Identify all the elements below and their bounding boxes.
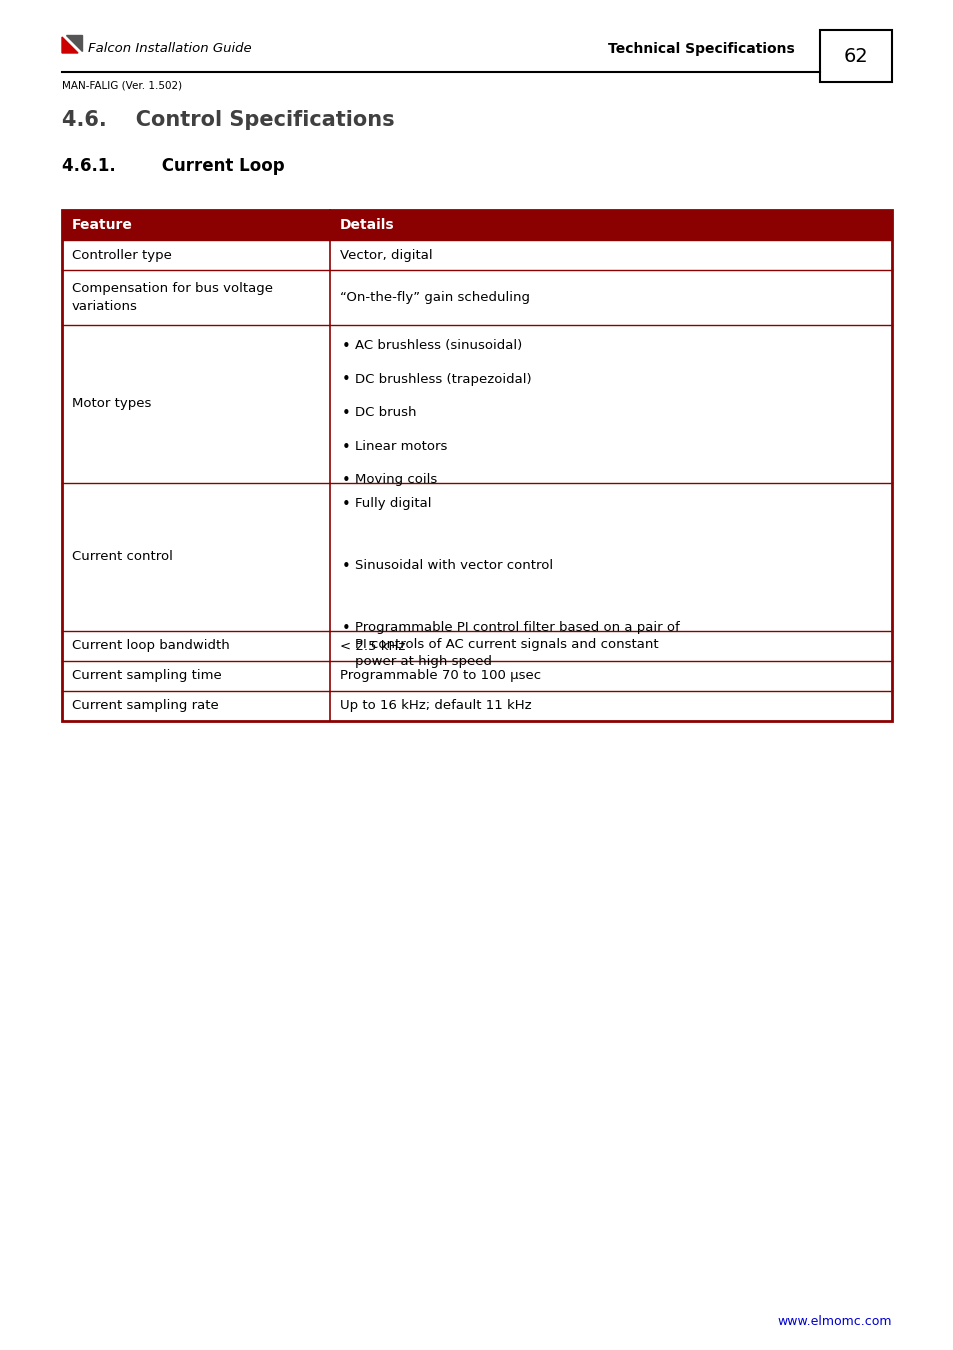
Polygon shape [62,36,78,53]
Text: •: • [341,339,351,354]
Text: •: • [341,406,351,421]
Text: •: • [341,373,351,387]
Text: Moving coils: Moving coils [355,472,436,486]
Text: Current control: Current control [71,551,172,563]
Text: Feature: Feature [71,217,132,232]
Text: Programmable PI control filter based on a pair of
PI controls of AC current sign: Programmable PI control filter based on … [355,621,679,668]
Text: •: • [341,559,351,574]
Text: Falcon Installation Guide: Falcon Installation Guide [88,42,252,55]
Text: •: • [341,440,351,455]
Text: Current sampling rate: Current sampling rate [71,699,218,713]
Text: Current sampling time: Current sampling time [71,670,221,683]
Text: 62: 62 [842,46,867,66]
Text: Technical Specifications: Technical Specifications [608,42,794,55]
Polygon shape [66,35,82,51]
Text: Motor types: Motor types [71,397,152,410]
Text: Details: Details [339,217,395,232]
Text: Sinusoidal with vector control: Sinusoidal with vector control [355,559,553,572]
Text: Programmable 70 to 100 μsec: Programmable 70 to 100 μsec [339,670,540,683]
Text: < 2.5 kHz: < 2.5 kHz [339,640,405,652]
Text: •: • [341,472,351,487]
Text: Fully digital: Fully digital [355,497,431,510]
Text: Compensation for bus voltage
variations: Compensation for bus voltage variations [71,282,273,313]
Text: DC brush: DC brush [355,406,416,418]
Text: 4.6.    Control Specifications: 4.6. Control Specifications [62,109,395,130]
Text: DC brushless (trapezoidal): DC brushless (trapezoidal) [355,373,531,386]
Text: •: • [341,497,351,512]
Text: Controller type: Controller type [71,248,172,262]
Bar [62,211,891,721]
Text: Vector, digital: Vector, digital [339,248,432,262]
Text: Up to 16 kHz; default 11 kHz: Up to 16 kHz; default 11 kHz [339,699,531,713]
Text: www.elmomc.com: www.elmomc.com [777,1315,891,1328]
Text: •: • [341,621,351,636]
Text: “On-the-fly” gain scheduling: “On-the-fly” gain scheduling [339,292,530,304]
Text: 4.6.1.        Current Loop: 4.6.1. Current Loop [62,157,284,176]
Text: AC brushless (sinusoidal): AC brushless (sinusoidal) [355,339,521,352]
Text: Current loop bandwidth: Current loop bandwidth [71,640,230,652]
Text: Linear motors: Linear motors [355,440,447,452]
Bar [820,30,891,82]
Text: MAN-FALIG (Ver. 1.502): MAN-FALIG (Ver. 1.502) [62,80,182,90]
Bar [62,211,891,240]
